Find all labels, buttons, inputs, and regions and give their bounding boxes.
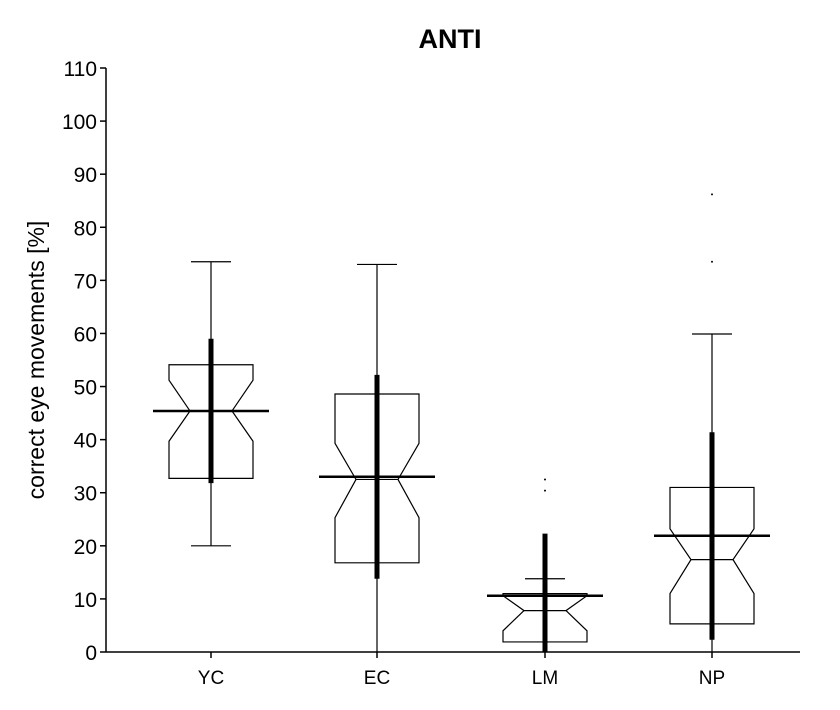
- y-tick-label: 80: [74, 217, 97, 240]
- y-tick-label: 30: [74, 483, 97, 506]
- y-tick-label: 90: [74, 164, 97, 187]
- y-tick-label: 50: [74, 377, 97, 400]
- y-tick-label: 60: [74, 323, 97, 346]
- outlier-point: [544, 478, 546, 481]
- y-axis-label: correct eye movements [%]: [23, 221, 49, 500]
- y-tick-label: 10: [74, 589, 97, 612]
- y-tick-label: 100: [62, 111, 97, 134]
- box-yc: [153, 261, 269, 547]
- chart-title: ANTI: [419, 24, 482, 54]
- outlier-point: [711, 193, 713, 196]
- x-tick-label: LM: [532, 668, 558, 689]
- y-tick-label: 70: [74, 270, 97, 293]
- y-tick-label: 0: [85, 642, 97, 665]
- x-tick-label: EC: [364, 668, 390, 689]
- outlier-point: [544, 489, 546, 492]
- y-tick-label: 20: [74, 536, 97, 559]
- box-ec: [319, 263, 435, 652]
- x-tick-label: YC: [198, 668, 224, 689]
- box-np: [654, 193, 770, 652]
- y-tick-label: 110: [64, 58, 97, 81]
- x-tick-label: NP: [699, 668, 725, 689]
- outlier-point: [711, 260, 713, 263]
- box-lm: [487, 478, 603, 652]
- y-tick-label: 40: [74, 430, 97, 453]
